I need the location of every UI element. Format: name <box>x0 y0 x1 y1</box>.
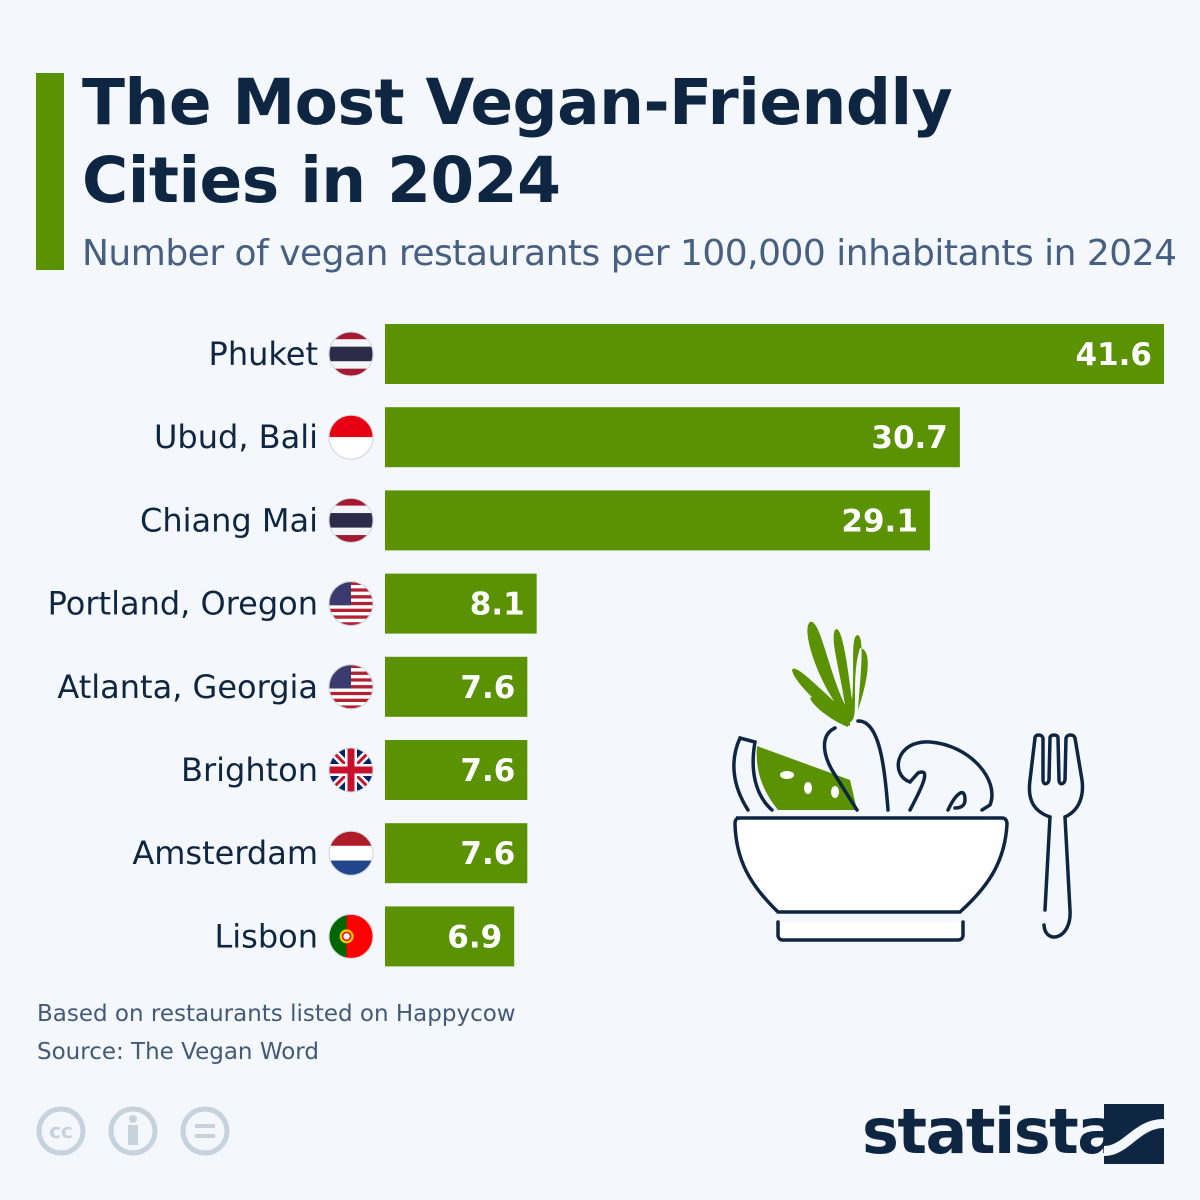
bar-row: Ubud, Bali 30.7 <box>154 407 960 468</box>
bar-row: Portland, Oregon 8.1 <box>48 573 537 634</box>
category-label: Phuket <box>209 335 318 373</box>
bar <box>385 906 515 967</box>
chart-title: The Most Vegan-Friendly Cities in 2024 <box>82 64 953 220</box>
thailand-flag-icon <box>329 332 373 376</box>
cc-icon[interactable]: cc <box>36 1106 86 1156</box>
bar <box>385 656 528 717</box>
value-label: 8.1 <box>470 587 525 623</box>
bar <box>385 573 537 634</box>
category-label: Chiang Mai <box>140 501 318 539</box>
bar <box>385 407 960 468</box>
bar-row: Chiang Mai 29.1 <box>140 490 930 551</box>
category-label: Amsterdam <box>132 834 318 872</box>
bar <box>385 324 1164 384</box>
value-label: 41.6 <box>1076 337 1153 373</box>
no-derivatives-icon[interactable] <box>180 1106 230 1156</box>
chart-note: Based on restaurants listed on Happycow <box>37 1001 516 1027</box>
bar-row: Atlanta, Georgia 7.6 <box>57 656 528 717</box>
netherlands-flag-icon <box>329 831 373 876</box>
category-label: Ubud, Bali <box>154 418 318 456</box>
category-label: Portland, Oregon <box>48 585 318 623</box>
category-label: Lisbon <box>214 917 318 955</box>
statista-logo-mark-icon <box>1104 1104 1164 1164</box>
portugal-flag-icon <box>329 914 373 959</box>
carrot-leaves-icon <box>792 621 868 727</box>
title-line-2: Cities in 2024 <box>82 144 561 217</box>
value-label: 29.1 <box>841 503 918 539</box>
indonesia-flag-icon <box>329 415 373 460</box>
bar-chart: Phuket 41.6 Ubud, Bali 30.7 Chiang Mai 29.1 Po… <box>48 324 1164 967</box>
value-label: 30.7 <box>871 420 948 456</box>
thailand-flag-icon <box>329 498 373 543</box>
statista-logo[interactable]: statista <box>862 1095 1119 1168</box>
category-label: Brighton <box>181 751 318 789</box>
category-label: Atlanta, Georgia <box>57 668 318 706</box>
bar-row: Lisbon 6.9 <box>214 906 515 967</box>
bar-row: Phuket 41.6 <box>209 324 1164 384</box>
title-accent-bar <box>36 73 64 270</box>
title-line-1: The Most Vegan-Friendly <box>82 66 953 139</box>
chart-source: Source: The Vegan Word <box>37 1039 319 1065</box>
bar <box>385 490 930 551</box>
value-label: 7.6 <box>460 753 515 789</box>
cucumber-icon <box>756 746 857 810</box>
value-label: 6.9 <box>447 919 502 955</box>
bar-row: Amsterdam 7.6 <box>132 823 528 884</box>
bar-row: Brighton 7.6 <box>181 740 528 800</box>
chart-subtitle: Number of vegan restaurants per 100,000 … <box>82 233 1177 274</box>
attribution-icon[interactable] <box>108 1106 158 1156</box>
bar <box>385 823 528 884</box>
value-label: 7.6 <box>460 836 515 872</box>
usa-flag-icon <box>329 664 373 709</box>
salad-bowl-illustration <box>732 621 1085 942</box>
bar <box>385 740 528 800</box>
value-label: 7.6 <box>460 670 515 706</box>
uk-flag-icon <box>329 748 373 792</box>
svg-text:cc: cc <box>49 1119 73 1143</box>
